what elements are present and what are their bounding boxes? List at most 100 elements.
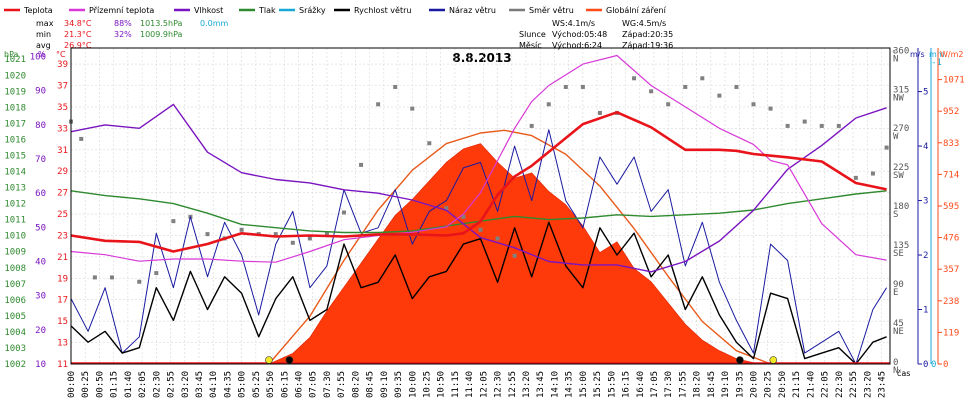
axis-tick-ms: 0 [923, 360, 928, 370]
axis-tick-wm2: 0 [943, 360, 948, 370]
series-rychlost-vetru [70, 221, 887, 365]
axis-tick-degc: 31 [57, 146, 68, 156]
wind-direction-point [853, 175, 858, 180]
x-tick-label: 16:15 [622, 371, 632, 398]
series-vlhkost [70, 103, 887, 273]
wind-direction-point [884, 145, 889, 150]
wind-direction-point [666, 102, 671, 107]
axis-tick-ms: 4 [923, 142, 928, 152]
x-tick-label: 19:35 [735, 371, 745, 398]
axis-tick-degc: 37 [57, 81, 68, 91]
x-tick-label: 15:50 [607, 371, 617, 398]
x-tick-label: 16:40 [636, 371, 646, 398]
axis-tick-deg: 135 [893, 241, 909, 251]
unit-mm: mm [929, 50, 945, 59]
axis-tick-dir: W [893, 132, 899, 142]
marker-moonset [736, 356, 744, 364]
axis-tick-deg: 270 [893, 124, 909, 134]
x-tick-label: 07:30 [323, 371, 333, 398]
axis-tick-hpa: 1015 [4, 151, 26, 161]
axis-tick-dir: NE [893, 327, 904, 337]
x-tick-label: 17:30 [664, 371, 674, 398]
axis-tick-dir: SW [893, 171, 904, 181]
sun-rise: Východ:05:48 [552, 30, 607, 39]
legend: Teplota Přízemní teplota Vlhkost Tlak Sr… [4, 6, 667, 15]
x-tick-label: 23:45 [877, 371, 887, 398]
plot-frame [70, 47, 891, 365]
wind-direction-point [137, 279, 142, 284]
wind-direction-point [649, 89, 654, 94]
axis-tick-wm2: 238 [943, 297, 959, 307]
axis-tick-ms: 3 [923, 197, 928, 207]
wind-direction-point [802, 119, 807, 124]
legend-globalni-zareni: Globální záření [606, 6, 667, 15]
stats-max-hum: 88% [114, 19, 132, 28]
axis-tick-hpa: 1018 [4, 103, 26, 113]
x-tick-label: 21:15 [792, 371, 802, 398]
x-tick-label: 00:25 [81, 371, 91, 398]
marker-sunrise [265, 356, 273, 364]
moon-set: Západ:19:36 [622, 41, 673, 50]
x-tick-label: 13:45 [536, 371, 546, 398]
unit-wm2: W/m2 [940, 50, 964, 59]
wind-direction-point [342, 210, 346, 215]
wind-direction-point [171, 219, 176, 224]
x-tick-label: 18:45 [707, 371, 717, 398]
axis-tick-hpa: 1004 [4, 328, 26, 338]
axis-tick-deg: 360 [893, 46, 909, 56]
wind-direction-point [393, 84, 398, 89]
axis-tick-pct: 30 [35, 292, 46, 302]
legend-teplota: Teplota [23, 6, 53, 15]
axis-tick-pct: 80 [35, 121, 46, 131]
axis-tick-mm: 0 [931, 360, 936, 370]
axis-tick-pct: 20 [35, 326, 46, 336]
axis-tick-wm2: 1071 [943, 76, 965, 86]
wind-direction-point [427, 141, 432, 146]
axis-tick-pct: 70 [35, 155, 46, 165]
stats-min-temp: 21.3°C [64, 30, 92, 39]
wind-direction-point [819, 123, 824, 128]
legend-tlak: Tlak [258, 6, 276, 15]
wind-direction-point [79, 136, 84, 141]
series-globalni-zareni [268, 143, 771, 365]
axis-tick-hpa: 1017 [4, 119, 26, 129]
axis-tick-hpa: 1013 [4, 184, 26, 194]
x-tick-label: 09:35 [394, 371, 404, 398]
axis-tick-ms: 1 [923, 306, 928, 316]
x-tick-label: 17:55 [678, 371, 688, 398]
axis-tick-wm2: 595 [943, 202, 959, 212]
axis-tick-pct: 40 [35, 258, 46, 268]
axis-tick-wm2: 357 [943, 265, 959, 275]
axis-tick-hpa: 1014 [4, 168, 26, 178]
series-layer [70, 54, 890, 365]
axis-tick-dir: N [893, 366, 898, 376]
axes: 00:00 00:25 00:50 01:15 01:40 02:05 02:30 02:55… [4, 46, 964, 398]
wind-direction-point [290, 240, 295, 245]
x-tick-label: 14:10 [550, 371, 560, 398]
x-tick-label: 18:20 [693, 371, 703, 398]
unit-hpa: hPa [4, 50, 19, 59]
x-tick-label: 01:15 [110, 371, 120, 398]
x-tick-label: 12:55 [508, 371, 518, 398]
x-tick-label: 11:40 [465, 371, 475, 398]
stats-max-rain: 0.0mm [200, 19, 229, 28]
x-tick-label: 02:30 [152, 371, 162, 398]
wind-direction-point [529, 123, 534, 128]
stats-min-hum: 32% [114, 30, 132, 39]
sun-moon-info: WS:4.1m/s WG:4.5m/s Slunce Východ:05:48 … [519, 19, 673, 50]
x-tick-label: 04:35 [223, 371, 233, 398]
x-tick-label: 10:00 [408, 371, 418, 398]
axis-tick-wm2: 833 [943, 139, 959, 149]
x-tick-label: 11:15 [451, 371, 461, 398]
axis-tick-hpa: 1016 [4, 135, 26, 145]
axis-tick-degc: 33 [57, 124, 68, 134]
wind-direction-point [785, 123, 790, 128]
axis-tick-dir: S [893, 210, 898, 220]
axis-tick-degc: 27 [57, 189, 68, 199]
x-tick-label: 07:55 [337, 371, 347, 398]
x-tick-label: 15:00 [579, 371, 589, 398]
wind-direction-point [717, 93, 722, 98]
x-tick-label: 17:05 [650, 371, 660, 398]
x-tick-label: 03:20 [181, 371, 191, 398]
unit-deg: ° [892, 49, 896, 58]
